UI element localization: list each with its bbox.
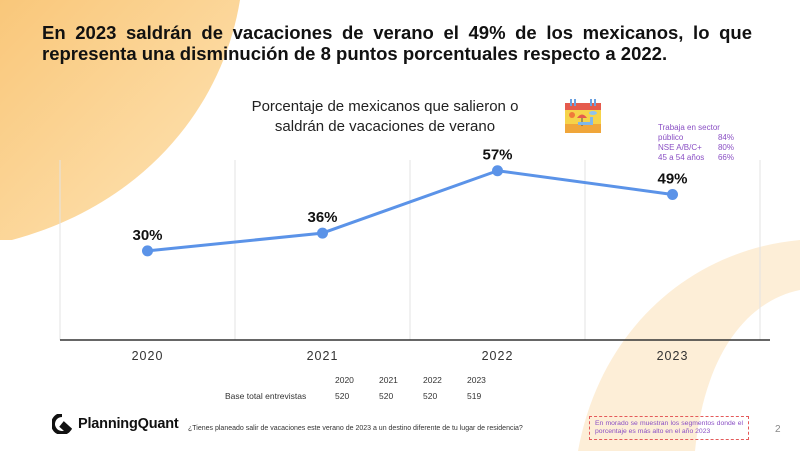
segment-title: Trabaja en sector <box>658 123 720 132</box>
base-table-header-row: 2020 2021 2022 2023 <box>225 372 511 388</box>
base-year: 2021 <box>379 375 398 385</box>
data-point <box>492 165 503 177</box>
x-tick-label: 2023 <box>657 349 689 363</box>
survey-question: ¿Tienes planeado salir de vacaciones est… <box>188 425 523 432</box>
segment-value: 84% <box>717 133 734 142</box>
purple-segments-note: En morado se muestran los segmentos dond… <box>589 416 749 440</box>
segment-row: NSE A/B/C+ 80% <box>658 143 734 153</box>
chart-title-line-1: Porcentaje de mexicanos que salieron o <box>251 98 519 115</box>
base-year: 2020 <box>335 375 354 385</box>
base-table-row: Base total entrevistas 520 520 520 519 <box>225 388 511 404</box>
segment-highlights: Trabaja en sector público 84% NSE A/B/C+… <box>658 123 734 163</box>
base-value: 520 <box>423 391 438 401</box>
base-year: 2022 <box>423 375 442 385</box>
data-point <box>142 245 153 257</box>
data-label: 49% <box>657 170 687 187</box>
data-point <box>317 227 328 239</box>
summer-calendar-icon <box>565 99 601 133</box>
data-label: 57% <box>482 147 512 164</box>
decorative-arc-bottom-right <box>578 240 800 451</box>
segment-value: 66% <box>717 153 734 162</box>
page-number: 2 <box>775 424 781 435</box>
series-line <box>147 169 673 253</box>
planningquant-logo-icon <box>52 414 72 434</box>
base-label: Base total entrevistas <box>225 391 307 401</box>
base-value: 519 <box>467 391 482 401</box>
chart-title: Porcentaje de mexicanos que salieron o s… <box>240 97 530 137</box>
base-year: 2023 <box>467 375 486 385</box>
base-table: 2020 2021 2022 2023 Base total entrevist… <box>225 372 511 404</box>
x-tick-label: 2022 <box>482 349 514 363</box>
x-tick-label: 2020 <box>132 349 164 363</box>
data-point <box>667 188 678 200</box>
segment-label: 45 a 54 años <box>658 153 705 162</box>
segment-row: 45 a 54 años 66% <box>658 153 734 163</box>
segment-row: público 84% <box>658 133 734 143</box>
brand-name: PlanningQuant <box>78 416 179 432</box>
base-value: 520 <box>379 391 394 401</box>
segment-value: 80% <box>717 143 734 152</box>
data-label: 36% <box>307 209 337 226</box>
brand-logo: PlanningQuant <box>52 414 179 434</box>
x-tick-label: 2021 <box>307 349 339 363</box>
segment-label: público <box>658 133 684 142</box>
data-label: 30% <box>132 227 162 244</box>
chart-title-line-2: saldrán de vacaciones de verano <box>274 118 496 135</box>
headline: En 2023 saldrán de vacaciones de verano … <box>42 22 752 64</box>
base-value: 520 <box>335 391 350 401</box>
segment-label: NSE A/B/C+ <box>658 143 702 152</box>
